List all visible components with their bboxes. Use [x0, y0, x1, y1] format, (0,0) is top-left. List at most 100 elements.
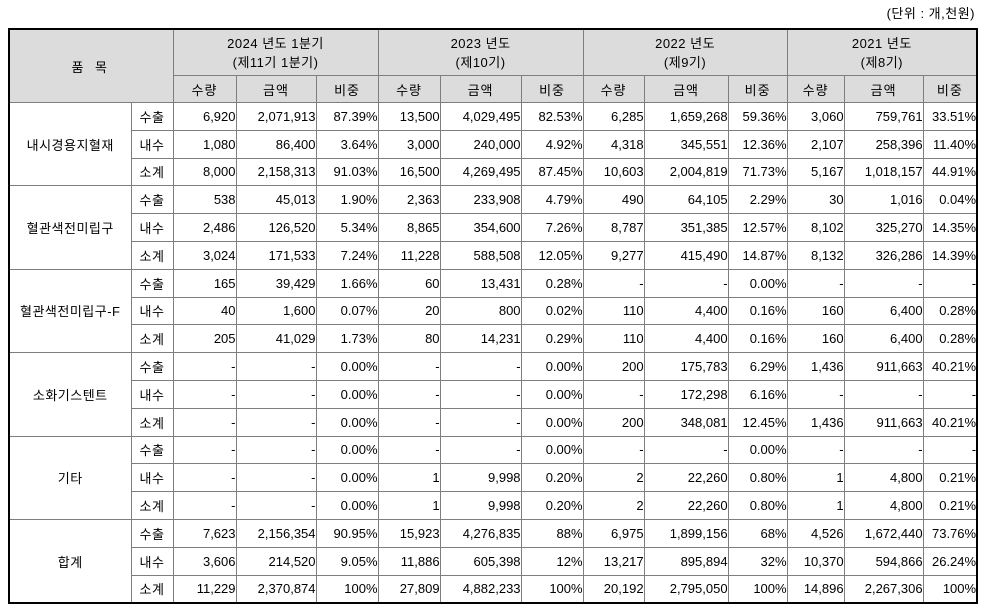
value-cell: 1,016: [843, 185, 924, 215]
value-cell: 0.00%: [315, 435, 379, 465]
table-row: 소계 8,000 2,158,313 91.03% 16,500 4,269,495 87.…: [9, 157, 978, 187]
value-cell: 800: [439, 296, 522, 326]
value-cell: 6,400: [843, 324, 924, 354]
value-cell: 0.04%: [922, 185, 978, 215]
value-cell: -: [582, 379, 645, 409]
value-cell: 351,385: [643, 213, 729, 242]
value-cell: 2,158,313: [235, 157, 317, 187]
value-cell: 2,107: [786, 129, 845, 159]
value-cell: 87.39%: [315, 102, 379, 131]
product-name-cell: 내시경용지혈재: [8, 101, 132, 187]
value-cell: -: [235, 352, 317, 381]
measure-header: 수량: [377, 75, 441, 103]
value-cell: 354,600: [439, 213, 522, 242]
value-cell: 4,269,495: [439, 157, 522, 187]
measure-header: 비중: [315, 75, 379, 103]
measure-header: 수량: [786, 75, 845, 103]
value-cell: 2,004,819: [643, 157, 729, 187]
value-cell: 0.28%: [520, 268, 584, 298]
value-cell: 0.21%: [922, 491, 978, 520]
value-cell: -: [377, 407, 441, 437]
value-cell: 0.28%: [922, 324, 978, 354]
value-cell: 11,886: [377, 546, 441, 576]
value-cell: 14.87%: [727, 240, 788, 270]
channel-cell: 수출: [130, 518, 174, 548]
value-cell: 160: [786, 324, 845, 354]
channel-cell: 소계: [130, 324, 174, 354]
value-cell: -: [172, 352, 237, 381]
value-cell: 6.16%: [727, 379, 788, 409]
value-cell: 11,228: [377, 240, 441, 270]
unit-note: (단위 : 개,천원): [886, 6, 975, 21]
value-cell: 8,000: [172, 157, 237, 187]
measure-header: 금액: [843, 75, 924, 103]
table-row: 소계 - -0.00% 1 9,998 0.20% 2 22,260 0.80% 1 4,800 0.…: [9, 491, 978, 520]
measure-header: 금액: [235, 75, 317, 103]
value-cell: -: [843, 268, 924, 298]
value-cell: 6,920: [172, 102, 237, 131]
value-cell: 9,998: [439, 463, 522, 493]
value-cell: 82.53%: [520, 102, 584, 131]
value-cell: 0.29%: [520, 324, 584, 354]
value-cell: 2: [582, 463, 645, 493]
value-cell: 12%: [520, 546, 584, 576]
value-cell: -: [786, 268, 845, 298]
product-name-cell: 혈관색전미립구: [8, 185, 132, 270]
value-cell: 100%: [520, 574, 584, 604]
value-cell: 4,400: [643, 324, 729, 354]
channel-cell: 수출: [130, 435, 174, 465]
value-cell: 16,500: [377, 157, 441, 187]
value-cell: 4,800: [843, 491, 924, 520]
table-row: 소계 11,229 2,370,874 100% 27,809 4,882,233 100%…: [9, 574, 978, 604]
value-cell: 9,998: [439, 491, 522, 520]
product-name-cell: 혈관색전미립구-F: [8, 268, 132, 354]
value-cell: 0.80%: [727, 491, 788, 520]
value-cell: 2,071,913: [235, 102, 317, 131]
value-cell: 165: [172, 268, 237, 298]
channel-cell: 수출: [130, 185, 174, 215]
value-cell: 0.00%: [315, 352, 379, 381]
value-cell: -: [235, 407, 317, 437]
value-cell: 160: [786, 296, 845, 326]
value-cell: -: [172, 379, 237, 409]
header-period-row: 품 목 2024 년도 1분기 (제11기 1분기) 2023 년도 (제10기) 202…: [8, 28, 978, 103]
period-subtitle: (제8기): [860, 54, 903, 70]
value-cell: 6,975: [582, 518, 645, 548]
value-cell: 64,105: [643, 185, 729, 215]
value-cell: 12.57%: [727, 213, 788, 242]
value-cell: 0.20%: [520, 491, 584, 520]
value-cell: 240,000: [439, 129, 522, 159]
value-cell: 39,429: [235, 268, 317, 298]
value-cell: 4,276,835: [439, 518, 522, 548]
channel-cell: 소계: [130, 157, 174, 187]
period-title: 2023 년도: [450, 35, 511, 51]
table-row: 내수 40 1,600 0.07% 20 800 0.02% 110 4,400 0.16% 160…: [9, 296, 978, 326]
value-cell: 20: [377, 296, 441, 326]
value-cell: 4.92%: [520, 129, 584, 159]
value-cell: 60: [377, 268, 441, 298]
value-cell: 911,663: [843, 352, 924, 381]
value-cell: 325,270: [843, 213, 924, 242]
channel-cell: 수출: [130, 352, 174, 381]
channel-cell: 내수: [130, 546, 174, 576]
value-cell: -: [377, 435, 441, 465]
value-cell: 0.00%: [520, 352, 584, 381]
table-row: 소계 205 41,029 1.73% 80 14,231 0.29% 110 4,400 0.1…: [9, 324, 978, 354]
value-cell: 13,431: [439, 268, 522, 298]
value-cell: 22,260: [643, 491, 729, 520]
table-row: 내수 2,486 126,520 5.34% 8,865 354,600 7.26% 8,78…: [9, 213, 978, 242]
value-cell: 0.02%: [520, 296, 584, 326]
value-cell: 2,156,354: [235, 518, 317, 548]
value-cell: 12.36%: [727, 129, 788, 159]
value-cell: 348,081: [643, 407, 729, 437]
value-cell: 0.00%: [520, 379, 584, 409]
value-cell: 7.26%: [520, 213, 584, 242]
value-cell: 100%: [315, 574, 379, 604]
value-cell: 1,436: [786, 407, 845, 437]
value-cell: 7,623: [172, 518, 237, 548]
value-cell: -: [843, 379, 924, 409]
value-cell: 22,260: [643, 463, 729, 493]
channel-cell: 내수: [130, 379, 174, 409]
value-cell: 27,809: [377, 574, 441, 604]
